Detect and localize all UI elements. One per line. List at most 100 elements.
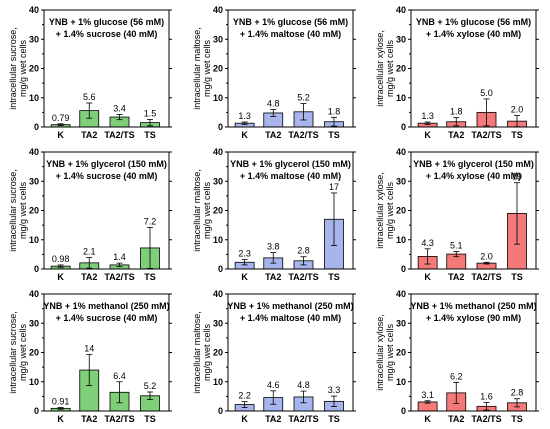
chart-title: YNB + 1% methanol (250 mM) [227,301,353,311]
x-tick-label: TA2/TS [471,272,501,282]
data-label: 1.6 [480,392,493,402]
x-tick-label: TS [144,272,156,282]
x-tick-label: K [57,414,64,424]
data-label: 6.2 [450,371,463,381]
y-tick-label: 40 [29,5,39,15]
y-axis-label: mg/g wet cells [202,323,212,381]
y-tick-label: 20 [29,206,39,216]
y-axis-label: mg/g wet cells [385,39,395,97]
x-tick-label: TA2/TS [288,414,318,424]
x-tick-label: K [241,130,248,140]
y-tick-label: 40 [213,5,223,15]
y-tick-label: 0 [34,122,39,132]
y-tick-label: 40 [213,147,223,157]
data-label: 14 [84,344,94,354]
chart-title: YNB + 1% glucose (56 mM) [233,17,348,27]
y-tick-label: 40 [396,5,406,15]
y-axis-label: intracellular xylose, [375,314,385,391]
x-tick-label: TA2 [265,272,281,282]
x-tick-label: TS [144,414,156,424]
data-label: 6.4 [113,371,126,381]
data-label: 0.79 [52,113,70,123]
y-tick-label: 20 [396,348,406,358]
data-label: 4.8 [297,380,310,390]
x-tick-label: K [424,414,431,424]
chart-panel-6: 0 10 20 30 40 4.3 K 5.1 TA2 2.0 TA2/TS 19 TS YNB + 1%… [375,147,539,282]
chart-title: + 1.4% sucrose (40 mM) [56,313,158,323]
y-tick-label: 30 [29,318,39,328]
chart-title: YNB + 1% methanol (250 mM) [43,301,169,311]
x-tick-label: TA2 [265,414,281,424]
chart-title: + 1.4% xylose (40 mM) [426,29,521,39]
plot-frame [227,9,354,128]
plot-frame [43,9,170,128]
y-axis-label: mg/g wet cells [385,323,395,381]
y-axis-label: mg/g wet cells [385,181,395,239]
chart-panel-2: 0 10 20 30 40 1.3 K 4.8 TA2 5.2 TA2/TS 1.8 TS YNB + 1… [192,5,356,140]
x-tick-label: TA2/TS [104,272,134,282]
data-label: 5.6 [83,92,96,102]
x-tick-label: TA2/TS [104,414,134,424]
data-label: 5.0 [480,88,493,98]
data-label: 1.3 [238,111,251,121]
data-label: 5.2 [144,381,157,391]
data-label: 2.0 [511,105,524,115]
chart-title: YNB + 1% glucose (56 mM) [416,17,531,27]
data-label: 0.91 [52,396,70,406]
chart-title: + 1.4% maltose (40 mM) [240,313,341,323]
x-tick-label: K [57,130,64,140]
x-tick-label: TS [144,130,156,140]
y-tick-label: 10 [396,93,406,103]
y-tick-label: 0 [34,406,39,416]
data-label: 1.8 [328,106,341,116]
y-tick-label: 10 [396,377,406,387]
data-label: 1.3 [421,111,434,121]
chart-title: + 1.4% sucrose (40 mM) [56,171,158,181]
data-label: 19 [512,172,522,182]
chart-panel-3: 0 10 20 30 40 1.3 K 1.8 TA2 5.0 TA2/TS 2.0 TS YNB + 1… [375,5,539,140]
data-label: 2.0 [480,251,493,261]
y-axis-label: mg/g wet cells [18,181,28,239]
y-axis-label: intracellular xylose, [375,172,385,249]
y-axis-label: mg/g wet cells [202,39,212,97]
data-label: 4.8 [267,98,280,108]
y-tick-label: 30 [396,318,406,328]
y-tick-label: 30 [29,176,39,186]
x-tick-label: TS [511,272,523,282]
x-tick-label: TS [328,414,340,424]
y-tick-label: 10 [29,93,39,103]
chart-panel-4: 0 10 20 30 40 0.98 K 2.1 TA2 1.4 TA2/TS 7.2 TS YNB + … [8,147,172,282]
data-label: 2.2 [238,391,251,401]
y-tick-label: 10 [213,235,223,245]
chart-title: + 1.4% maltose (40 mM) [240,29,341,39]
chart-title: YNB + 1% glucose (56 mM) [49,17,164,27]
y-tick-label: 30 [213,318,223,328]
x-tick-label: TA2/TS [104,130,134,140]
y-tick-label: 30 [29,34,39,44]
data-label: 2.8 [297,246,310,256]
x-tick-label: TA2 [448,130,464,140]
y-tick-label: 30 [396,34,406,44]
data-label: 3.4 [113,103,126,113]
y-tick-label: 30 [213,34,223,44]
y-tick-label: 0 [401,264,406,274]
data-label: 3.8 [267,242,280,252]
data-label: 17 [329,182,339,192]
y-tick-label: 20 [213,64,223,74]
plot-frame [410,151,537,270]
x-tick-label: TA2 [448,414,464,424]
data-label: 7.2 [144,216,157,226]
y-tick-label: 30 [213,176,223,186]
x-tick-label: K [424,272,431,282]
y-tick-label: 20 [213,348,223,358]
y-tick-label: 10 [396,235,406,245]
x-tick-label: TA2 [81,130,97,140]
y-axis-label: mg/g wet cells [202,181,212,239]
data-label: 3.1 [421,390,434,400]
chart-title: + 1.4% maltose (40 mM) [240,171,341,181]
plot-frame [410,293,537,412]
chart-title: YNB + 1% glycerol (150 mM) [46,159,167,169]
y-tick-label: 40 [396,147,406,157]
data-label: 0.98 [52,254,70,264]
